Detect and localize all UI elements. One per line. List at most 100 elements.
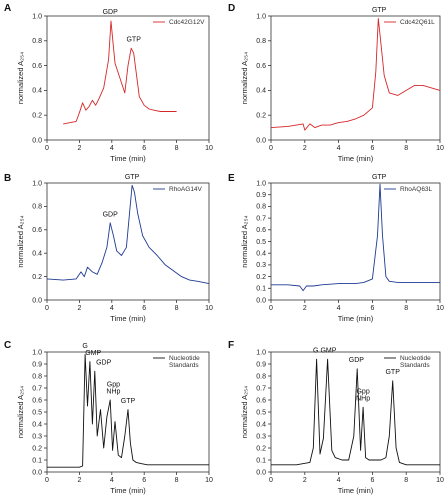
y-tick-label: 0.8 [32,204,42,211]
panel-letter: C [4,340,11,351]
y-tick-label: 0.8 [256,38,266,45]
series-line [46,184,210,285]
x-axis-label: Time (min) [110,314,146,323]
x-tick-label: 10 [205,145,213,152]
y-tick-label: 0.8 [256,204,266,211]
series-line [271,183,440,292]
x-tick-label: 6 [142,305,146,312]
x-tick-label: 4 [110,477,114,484]
y-tick-label: 0.6 [256,63,266,70]
y-tick-label: 0.0 [32,469,42,476]
x-tick-label: 6 [370,477,374,484]
x-tick-label: 8 [404,145,408,152]
legend-label: RhoAG14V [169,186,203,193]
x-axis-label: Time (min) [338,154,374,163]
peak-label: Gpp [107,381,120,388]
y-tick-label: 0.9 [256,361,266,368]
y-tick-label: 0.0 [256,469,266,476]
x-axis-label: Time (min) [110,486,146,495]
x-tick-label: 4 [337,305,341,312]
y-tick-label: 0.4 [256,251,266,258]
peak-label: GTP [372,174,387,181]
x-tick-label: 10 [436,305,444,312]
y-tick-label: 0.8 [32,373,42,380]
y-tick-label: 0.6 [256,397,266,404]
x-tick-label: 2 [77,145,81,152]
y-tick-label: 0.7 [32,385,42,392]
y-axis-label: normalized A₂₅₄ [16,215,25,267]
panel-letter: F [228,340,234,351]
y-tick-label: 0.3 [32,433,42,440]
peak-label: G [82,343,87,350]
x-tick-label: 0 [45,145,49,152]
x-tick-label: 0 [45,477,49,484]
peak-label: GTP [125,174,140,181]
x-tick-label: 0 [269,305,273,312]
peak-label: GTP [126,37,141,44]
x-axis-label: Time (min) [338,486,374,495]
x-tick-label: 4 [337,477,341,484]
y-tick-label: 0.1 [256,286,266,293]
peak-label: GTP [385,369,400,376]
x-axis-label: Time (min) [338,314,374,323]
y-tick-label: 0.7 [256,215,266,222]
x-tick-label: 6 [370,305,374,312]
peak-label: GDP [103,211,119,218]
panel-d: D 0 2 4 6 8 10 0.0 0.2 0.4 0.6 0.8 1.0 Time (min) norm… [228,3,444,163]
x-tick-label: 8 [404,305,408,312]
x-axis-label: Time (min) [110,154,146,163]
x-tick-label: 8 [175,477,179,484]
plot-frame [270,15,441,141]
x-tick-label: 10 [205,305,213,312]
y-tick-label: 0.0 [32,297,42,304]
plot-frame [46,15,210,141]
x-tick-label: 4 [110,305,114,312]
panel-letter: A [4,3,11,14]
peak-label: GDP [103,9,119,16]
y-tick-label: 1.0 [256,349,266,356]
y-tick-label: 0.2 [256,113,266,120]
x-tick-label: 10 [436,477,444,484]
y-tick-label: 1.0 [32,180,42,187]
y-tick-label: 0.5 [256,409,266,416]
peak-label: GMP [320,348,336,355]
y-tick-label: 0.2 [32,445,42,452]
x-tick-label: 6 [370,145,374,152]
y-tick-label: 1.0 [32,349,42,356]
y-axis-label: normalized A₂₅₄ [16,52,25,104]
peak-label: Gpp [356,389,369,396]
x-tick-label: 8 [175,305,179,312]
peak-label: G [313,348,318,355]
y-tick-label: 0.2 [256,274,266,281]
plot-frame [270,351,441,473]
peak-label: GMP [85,350,101,357]
y-tick-label: 0.2 [256,445,266,452]
x-tick-label: 0 [269,477,273,484]
y-tick-label: 0.2 [32,274,42,281]
x-tick-label: 2 [303,477,307,484]
x-tick-label: 2 [77,477,81,484]
legend-label: Nucleotide [400,355,431,362]
peak-label: GDP [349,357,365,364]
x-tick-label: 4 [110,145,114,152]
legend-label: RhoAQ63L [400,186,433,193]
x-tick-label: 8 [175,145,179,152]
panel-letter: B [4,173,11,184]
y-tick-label: 0.3 [256,262,266,269]
y-tick-label: 0.4 [32,88,42,95]
y-tick-label: 0.5 [32,409,42,416]
y-tick-label: 0.6 [32,227,42,234]
y-tick-label: 1.0 [256,13,266,20]
y-tick-label: 0.0 [256,297,266,304]
peak-label: GDP [96,360,112,367]
y-tick-label: 0.4 [256,421,266,428]
y-tick-label: 1.0 [32,13,42,20]
y-tick-label: 0.1 [32,457,42,464]
peak-label: GTP [372,7,387,14]
x-tick-label: 2 [303,145,307,152]
series-line [63,20,177,125]
x-tick-label: 8 [404,477,408,484]
y-tick-label: 0.1 [256,457,266,464]
y-tick-label: 0.4 [32,251,42,258]
